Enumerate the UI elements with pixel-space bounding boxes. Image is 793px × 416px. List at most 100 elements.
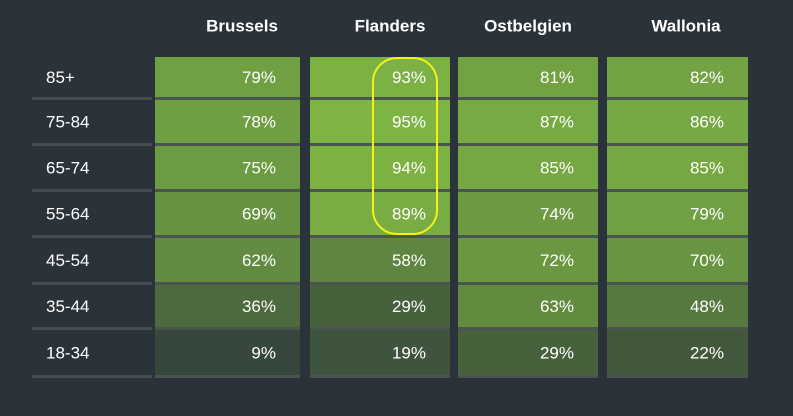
cell-label: 29% [392, 297, 426, 316]
cell-separator [155, 143, 300, 146]
cell-separator [458, 235, 598, 238]
cell-label: 72% [540, 251, 574, 270]
cell-label: 70% [690, 251, 724, 270]
cell-separator [607, 327, 748, 330]
heat-cell [458, 238, 598, 282]
cell-separator [155, 282, 300, 285]
row-label: 35-44 [46, 297, 89, 316]
cell-label: 36% [242, 297, 276, 316]
cell-separator [155, 97, 300, 100]
heat-cell [310, 330, 450, 375]
row-separator [32, 143, 152, 146]
cell-label: 82% [690, 68, 724, 87]
cell-label: 63% [540, 297, 574, 316]
heat-cell [155, 192, 300, 235]
cell-label: 19% [392, 343, 426, 362]
column-header: Brussels [206, 16, 278, 35]
heat-cell [607, 330, 748, 375]
cell-separator [607, 375, 748, 378]
cell-label: 93% [392, 68, 426, 87]
heat-cell [155, 146, 300, 189]
heat-cell [607, 238, 748, 282]
heat-cell [310, 146, 450, 189]
cell-separator [458, 189, 598, 192]
cell-separator [607, 282, 748, 285]
cell-label: 78% [242, 112, 276, 131]
cell-separator [458, 143, 598, 146]
row-separator [32, 189, 152, 192]
heat-cell [458, 192, 598, 235]
cell-label: 69% [242, 204, 276, 223]
heat-cell [458, 330, 598, 375]
row-label: 85+ [46, 68, 75, 87]
row-label: 75-84 [46, 112, 89, 131]
cell-separator [607, 97, 748, 100]
cell-label: 58% [392, 251, 426, 270]
row-separator [32, 375, 152, 378]
cell-label: 48% [690, 297, 724, 316]
row-label: 55-64 [46, 204, 89, 223]
cell-label: 85% [690, 158, 724, 177]
cell-label: 62% [242, 251, 276, 270]
heat-cell [458, 57, 598, 97]
row-separator [32, 97, 152, 100]
cell-separator [310, 143, 450, 146]
heat-cell [310, 100, 450, 143]
cell-separator [310, 97, 450, 100]
cell-separator [155, 327, 300, 330]
cell-separator [458, 97, 598, 100]
cell-separator [310, 282, 450, 285]
cell-separator [458, 375, 598, 378]
cell-separator [310, 189, 450, 192]
row-separator [32, 282, 152, 285]
cell-label: 9% [251, 343, 276, 362]
cell-separator [310, 327, 450, 330]
cell-separator [310, 235, 450, 238]
cell-separator [155, 189, 300, 192]
heat-cell [607, 146, 748, 189]
cell-label: 85% [540, 158, 574, 177]
cell-separator [607, 143, 748, 146]
heat-cell [607, 57, 748, 97]
cell-separator [607, 235, 748, 238]
cell-label: 81% [540, 68, 574, 87]
cell-separator [607, 189, 748, 192]
heat-cell [607, 192, 748, 235]
row-label: 65-74 [46, 158, 89, 177]
heat-cell [458, 100, 598, 143]
heat-cell [155, 100, 300, 143]
cell-separator [155, 375, 300, 378]
heat-cell [155, 330, 300, 375]
heat-cell [607, 285, 748, 327]
column-header: Wallonia [651, 16, 721, 35]
row-separator [32, 235, 152, 238]
heat-cell [155, 238, 300, 282]
row-label: 18-34 [46, 343, 89, 362]
cell-label: 94% [392, 158, 426, 177]
cell-separator [155, 235, 300, 238]
cell-label: 89% [392, 204, 426, 223]
cell-label: 22% [690, 343, 724, 362]
cell-label: 74% [540, 204, 574, 223]
cell-label: 87% [540, 112, 574, 131]
cell-separator [458, 282, 598, 285]
highlight-outline [372, 57, 438, 235]
heat-cell [607, 100, 748, 143]
heat-cell [155, 285, 300, 327]
heat-cell [458, 285, 598, 327]
heat-cell [458, 146, 598, 189]
heat-cell [310, 238, 450, 282]
column-header: Ostbelgien [484, 16, 572, 35]
cell-label: 95% [392, 112, 426, 131]
heat-cell [310, 285, 450, 327]
row-label: 45-54 [46, 251, 89, 270]
cell-separator [458, 327, 598, 330]
heat-cell [155, 57, 300, 97]
cell-label: 75% [242, 158, 276, 177]
cell-label: 29% [540, 343, 574, 362]
row-separator [32, 327, 152, 330]
cell-label: 79% [242, 68, 276, 87]
cell-label: 79% [690, 204, 724, 223]
cell-label: 86% [690, 112, 724, 131]
column-header: Flanders [355, 16, 426, 35]
